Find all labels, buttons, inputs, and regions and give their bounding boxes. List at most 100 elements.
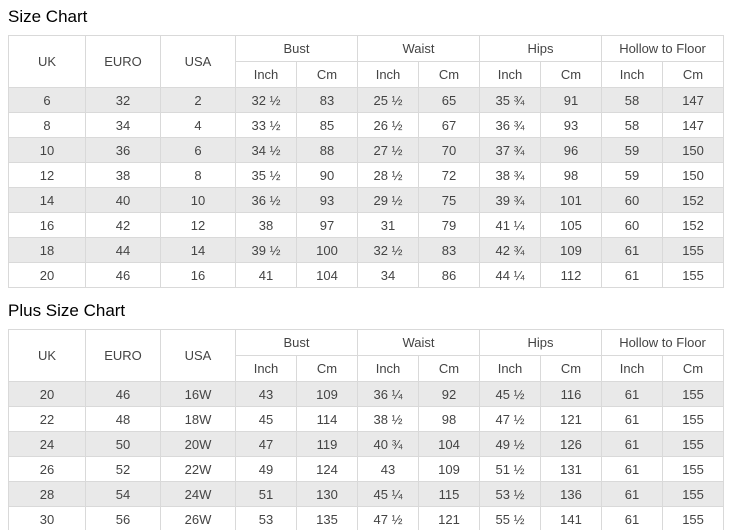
table-cell: 34 xyxy=(357,262,420,288)
table-row: 10 36 6 34 ½ 88 27 ½ 70 37 ¾ 96 59 150 xyxy=(8,137,725,163)
column-subheader: Cm xyxy=(662,61,725,88)
table-cell: 104 xyxy=(295,262,359,288)
table-cell: 116 xyxy=(540,381,603,407)
table-cell: 72 xyxy=(418,162,481,188)
column-subheader: Inch xyxy=(235,61,297,88)
column-subheader: Inch xyxy=(601,355,664,382)
column-subheader: Cm xyxy=(540,61,603,88)
table-cell: 2 xyxy=(160,87,236,113)
table-row: 18 44 14 39 ½ 100 32 ½ 83 42 ¾ 109 61 155 xyxy=(8,237,725,263)
table-row: 24 50 20W 47 119 40 ¾ 104 49 ½ 126 61 155 xyxy=(8,431,725,457)
table-cell: 45 xyxy=(235,406,297,432)
table-cell: 79 xyxy=(418,212,481,238)
table-cell: 41 ¼ xyxy=(479,212,542,238)
table-cell: 16 xyxy=(160,262,236,288)
table-cell: 10 xyxy=(160,187,236,213)
table-cell: 155 xyxy=(662,237,725,263)
table-cell: 27 ½ xyxy=(357,137,420,163)
table-cell: 26 xyxy=(8,456,86,482)
table-cell: 24 xyxy=(8,431,86,457)
table-cell: 35 ¾ xyxy=(479,87,542,113)
table-cell: 124 xyxy=(295,456,359,482)
table-cell: 14 xyxy=(8,187,86,213)
table-cell: 26W xyxy=(160,506,236,530)
table-cell: 45 ¼ xyxy=(357,481,420,507)
table-cell: 135 xyxy=(295,506,359,530)
table-cell: 55 ½ xyxy=(479,506,542,530)
table-cell: 88 xyxy=(295,137,359,163)
table-cell: 49 xyxy=(235,456,297,482)
table-cell: 40 ¾ xyxy=(357,431,420,457)
table-cell: 109 xyxy=(295,381,359,407)
table-cell: 46 xyxy=(85,262,161,288)
table-cell: 39 ½ xyxy=(235,237,297,263)
table-cell: 105 xyxy=(540,212,603,238)
table-cell: 90 xyxy=(295,162,359,188)
table-cell: 53 ½ xyxy=(479,481,542,507)
table-cell: 8 xyxy=(8,112,86,138)
table-cell: 119 xyxy=(295,431,359,457)
table-cell: 47 xyxy=(235,431,297,457)
column-group-header: Hollow to Floor xyxy=(601,35,725,62)
table-cell: 155 xyxy=(662,262,725,288)
table-cell: 130 xyxy=(295,481,359,507)
table-cell: 147 xyxy=(662,87,725,113)
table-cell: 96 xyxy=(540,137,603,163)
table-cell: 114 xyxy=(295,406,359,432)
table-cell: 93 xyxy=(295,187,359,213)
table-cell: 32 ½ xyxy=(235,87,297,113)
size-chart-section: Size Chart UK EURO USA Bust Waist Hips Hollow … xyxy=(8,6,725,288)
column-subheader: Inch xyxy=(479,355,542,382)
column-header: EURO xyxy=(85,35,161,88)
table-cell: 121 xyxy=(540,406,603,432)
plus-size-chart-table: UK EURO USA Bust Waist Hips Hollow to Floor Inc… xyxy=(8,329,725,530)
table-cell: 121 xyxy=(418,506,481,530)
table-cell: 28 ½ xyxy=(357,162,420,188)
table-cell: 53 xyxy=(235,506,297,530)
column-group-header: Waist xyxy=(357,35,481,62)
table-cell: 12 xyxy=(160,212,236,238)
table-cell: 155 xyxy=(662,506,725,530)
table-cell: 34 xyxy=(85,112,161,138)
table-cell: 30 xyxy=(8,506,86,530)
table-cell: 61 xyxy=(601,431,664,457)
table-cell: 31 xyxy=(357,212,420,238)
table-cell: 60 xyxy=(601,187,664,213)
table-cell: 51 xyxy=(235,481,297,507)
table-cell: 18W xyxy=(160,406,236,432)
column-subheader: Inch xyxy=(601,61,664,88)
table-cell: 38 xyxy=(85,162,161,188)
table-cell: 104 xyxy=(418,431,481,457)
table-cell: 112 xyxy=(540,262,603,288)
table-cell: 40 xyxy=(85,187,161,213)
table-cell: 61 xyxy=(601,456,664,482)
table-cell: 8 xyxy=(160,162,236,188)
table-cell: 22 xyxy=(8,406,86,432)
table-cell: 37 ¾ xyxy=(479,137,542,163)
table-cell: 126 xyxy=(540,431,603,457)
table-cell: 45 ½ xyxy=(479,381,542,407)
plus-size-chart-title: Plus Size Chart xyxy=(8,301,126,320)
table-row: 28 54 24W 51 130 45 ¼ 115 53 ½ 136 61 155 xyxy=(8,481,725,507)
table-cell: 155 xyxy=(662,456,725,482)
table-cell: 36 ¼ xyxy=(357,381,420,407)
table-cell: 25 ½ xyxy=(357,87,420,113)
column-subheader: Cm xyxy=(540,355,603,382)
table-cell: 98 xyxy=(540,162,603,188)
column-group-header: Hips xyxy=(479,35,603,62)
column-subheader: Cm xyxy=(418,355,481,382)
table-cell: 46 xyxy=(85,381,161,407)
table-cell: 93 xyxy=(540,112,603,138)
table-cell: 109 xyxy=(540,237,603,263)
table-cell: 44 ¼ xyxy=(479,262,542,288)
table-cell: 36 ¾ xyxy=(479,112,542,138)
table-cell: 70 xyxy=(418,137,481,163)
table-cell: 115 xyxy=(418,481,481,507)
table-cell: 22W xyxy=(160,456,236,482)
table-cell: 155 xyxy=(662,431,725,457)
table-cell: 41 xyxy=(235,262,297,288)
table-row: 14 40 10 36 ½ 93 29 ½ 75 39 ¾ 101 60 152 xyxy=(8,187,725,213)
table-cell: 35 ½ xyxy=(235,162,297,188)
table-cell: 91 xyxy=(540,87,603,113)
table-cell: 38 xyxy=(235,212,297,238)
